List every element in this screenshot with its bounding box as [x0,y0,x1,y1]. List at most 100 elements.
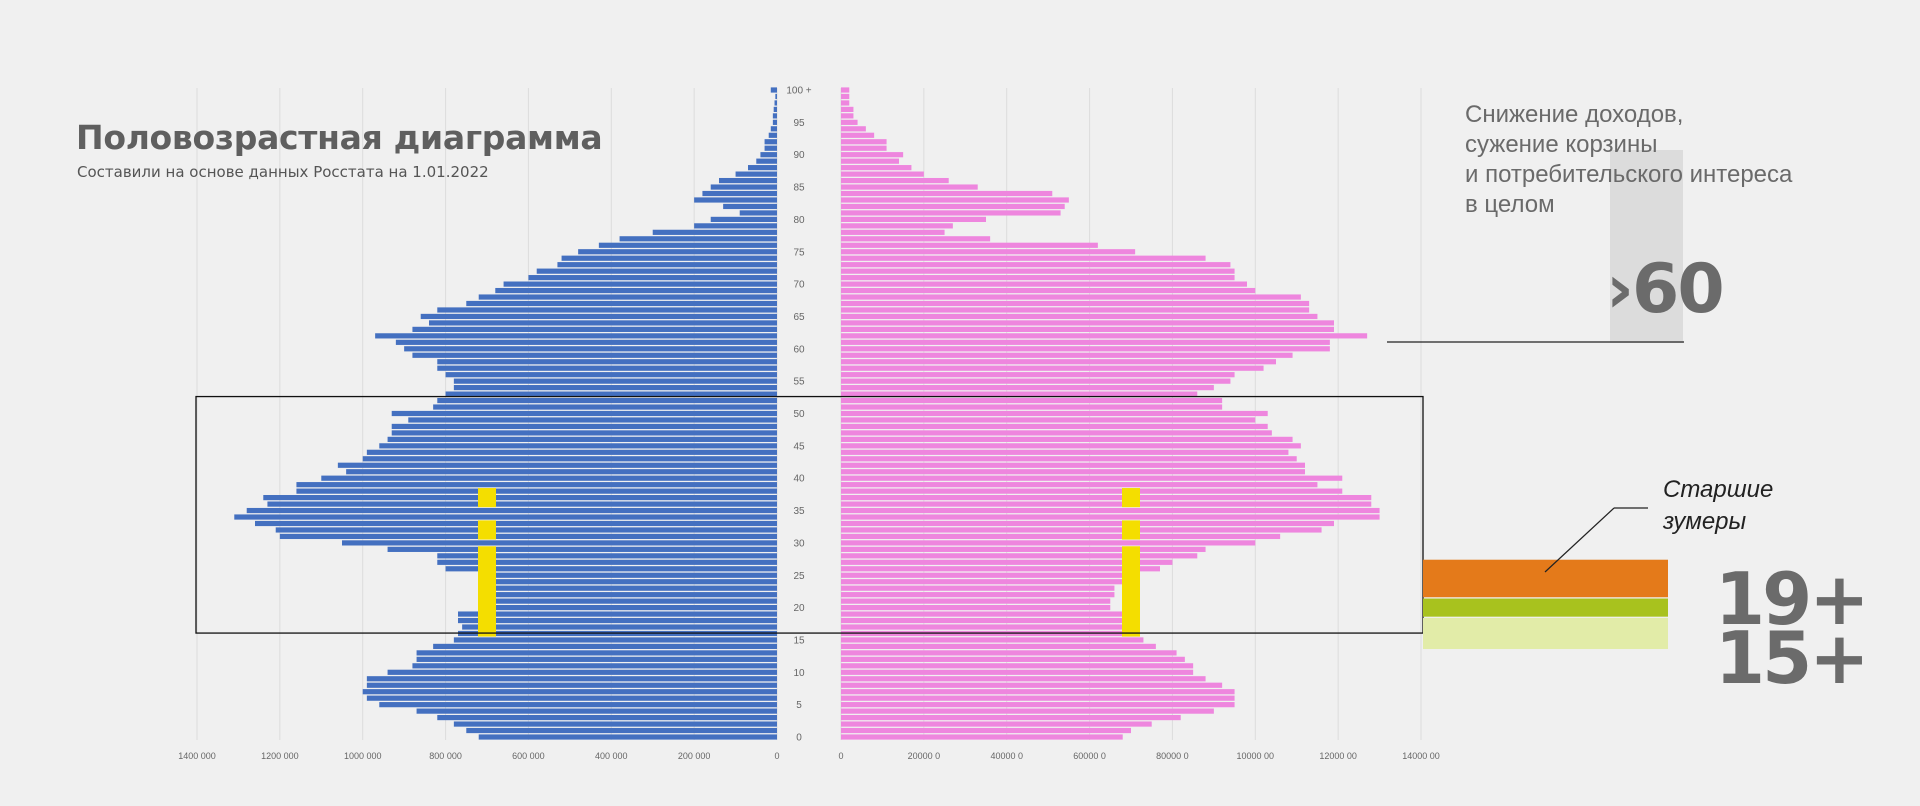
female-bar-age-67 [841,300,1310,307]
male-bar-age-73 [557,262,777,268]
female-bar-age-42 [841,462,1305,468]
female-bar-age-43 [841,456,1297,462]
male-bar-age-83 [694,197,777,203]
male-bar-age-47 [391,430,777,436]
male-bar-age-17 [462,624,777,630]
male-bar-age-95 [772,119,777,125]
female-bar-age-46 [841,436,1293,442]
male-bar-age-32 [275,527,777,533]
male-bar-age-79 [694,223,777,229]
female-bar-age-32 [841,527,1322,533]
female-bar-age-39 [841,482,1318,488]
female-bar-age-41 [841,469,1305,475]
male-bar-age-57 [437,365,777,371]
x-axis-ticks: 1400 000 1200 000 1000 000 800 000 600 000 40… [178,751,1440,761]
male-bar-age-51 [433,404,777,410]
male-x-tick-label: 400 000 [595,751,628,761]
male-bar-age-40 [321,475,777,481]
male-x-tick-label: 600 000 [512,751,545,761]
male-bar-age-20 [491,605,777,611]
male-bar-age-65 [420,313,777,320]
female-bar-age-52 [841,397,1223,404]
female-bar-age-59 [841,352,1293,358]
female-bar-age-94 [841,126,866,132]
female-bar-age-71 [841,275,1235,281]
income-note-line: сужение корзины [1465,131,1658,158]
female-bar-age-82 [841,203,1065,210]
male-bar-age-45 [379,443,777,449]
male-bar-age-62 [375,333,777,339]
male-bar-age-61 [395,339,777,345]
female-bar-age-84 [841,190,1053,197]
female-bar-age-4 [841,708,1214,714]
male-bar-age-78 [652,229,777,235]
female-bar-age-57 [841,365,1264,371]
male-bar-age-21 [491,598,777,604]
male-bar-age-92 [764,139,777,145]
female-bar-age-17 [841,624,1136,630]
female-bar-age-13 [841,650,1177,656]
female-bar-age-56 [841,372,1235,378]
female-bar-age-63 [841,326,1334,332]
male-bar-age-52 [437,397,777,404]
age-tick-label: 50 [793,409,805,420]
male-bar-age-33 [255,520,777,527]
male-bar-age-1 [466,727,777,734]
male-bar-age-71 [528,275,777,281]
age-tick-label: 0 [796,733,802,744]
female-bar-age-48 [841,423,1268,430]
female-bar-age-2 [841,721,1152,727]
male-bar-age-23 [491,585,777,591]
female-bar-age-54 [841,385,1214,391]
male-bar-age-7 [362,689,777,695]
male-bar-age-80 [710,216,777,222]
female-bar-age-7 [841,689,1235,695]
male-bar-age-9 [366,676,777,682]
male-bars [234,87,778,740]
female-bar-age-91 [841,145,887,151]
male-bar-age-35 [246,507,777,514]
male-bar-age-27 [437,559,777,565]
zoomers-line: зумеры [1663,508,1747,535]
male-bar-age-84 [702,190,777,197]
age-tick-label: 10 [793,668,805,679]
male-bar-age-0 [478,734,777,740]
female-bar-age-65 [841,313,1318,320]
female-bar-age-100 [841,87,850,93]
female-bar-age-99 [841,93,850,100]
female-bar-age-74 [841,255,1206,261]
age-tick-label: 85 [793,183,805,194]
female-x-tick-label: 10000 00 [1237,751,1275,761]
female-bar-age-83 [841,197,1069,203]
female-bar-age-66 [841,307,1310,313]
male-bar-age-99 [775,93,777,100]
female-bar-age-11 [841,663,1194,669]
age-tick-label: 15 [793,635,805,646]
chart-subtitle: Составили на основе данных Росстата на 1… [77,163,489,181]
male-bar-age-72 [536,268,777,274]
female-bar-age-88 [841,165,912,171]
female-bar-age-8 [841,682,1223,688]
male-bar-age-66 [437,307,777,313]
female-bar-age-34 [841,514,1380,520]
chart-title: Половозрастная диаграмма [76,118,603,157]
male-bar-age-91 [764,145,777,151]
male-bar-age-12 [416,656,777,662]
female-bar-age-29 [841,546,1206,552]
male-bar-age-53 [445,391,777,397]
male-bar-age-24 [491,579,777,585]
male-bar-age-19 [458,611,777,617]
female-bar-age-12 [841,656,1185,662]
female-bar-age-89 [841,158,899,164]
female-bar-age-81 [841,210,1061,216]
age-tick-label: 70 [793,280,805,291]
age-tick-label: 45 [793,441,805,452]
female-highlight-marker [1122,520,1140,540]
female-bar-age-61 [841,339,1330,345]
female-bar-age-80 [841,216,986,222]
female-bar-age-33 [841,520,1334,527]
female-x-tick-label: 60000 0 [1073,751,1106,761]
female-bar-age-6 [841,695,1235,701]
male-bar-age-14 [433,643,777,650]
male-x-tick-label: 1200 000 [261,751,299,761]
